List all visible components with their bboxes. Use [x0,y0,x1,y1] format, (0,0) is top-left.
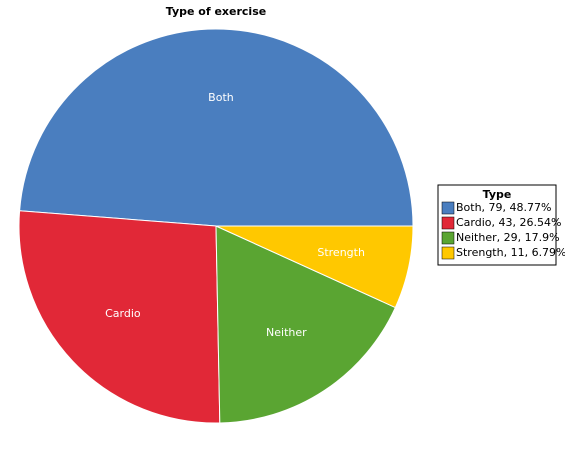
pie-slice [215,225,414,309]
slice-label: Strength [317,246,365,259]
legend-swatch [441,246,455,260]
pie-slice [215,225,397,424]
legend-swatch [441,201,455,215]
legend-box [437,184,557,266]
legend-label: Neither, 29, 17.9% [456,231,560,244]
slice-label: Cardio [105,307,141,320]
legend-label: Cardio, 43, 26.54% [456,216,561,229]
pie-slice [18,210,221,424]
chart-title: Type of exercise [166,5,266,18]
legend-swatch [441,231,455,245]
legend-label: Strength, 11, 6.79% [456,246,565,259]
legend-label: Both, 79, 48.77% [456,201,552,214]
slice-label: Both [208,91,234,104]
legend-title: Type [483,188,512,201]
legend-swatch [441,216,455,230]
slice-label: Neither [266,326,307,339]
pie-slice [19,28,414,227]
